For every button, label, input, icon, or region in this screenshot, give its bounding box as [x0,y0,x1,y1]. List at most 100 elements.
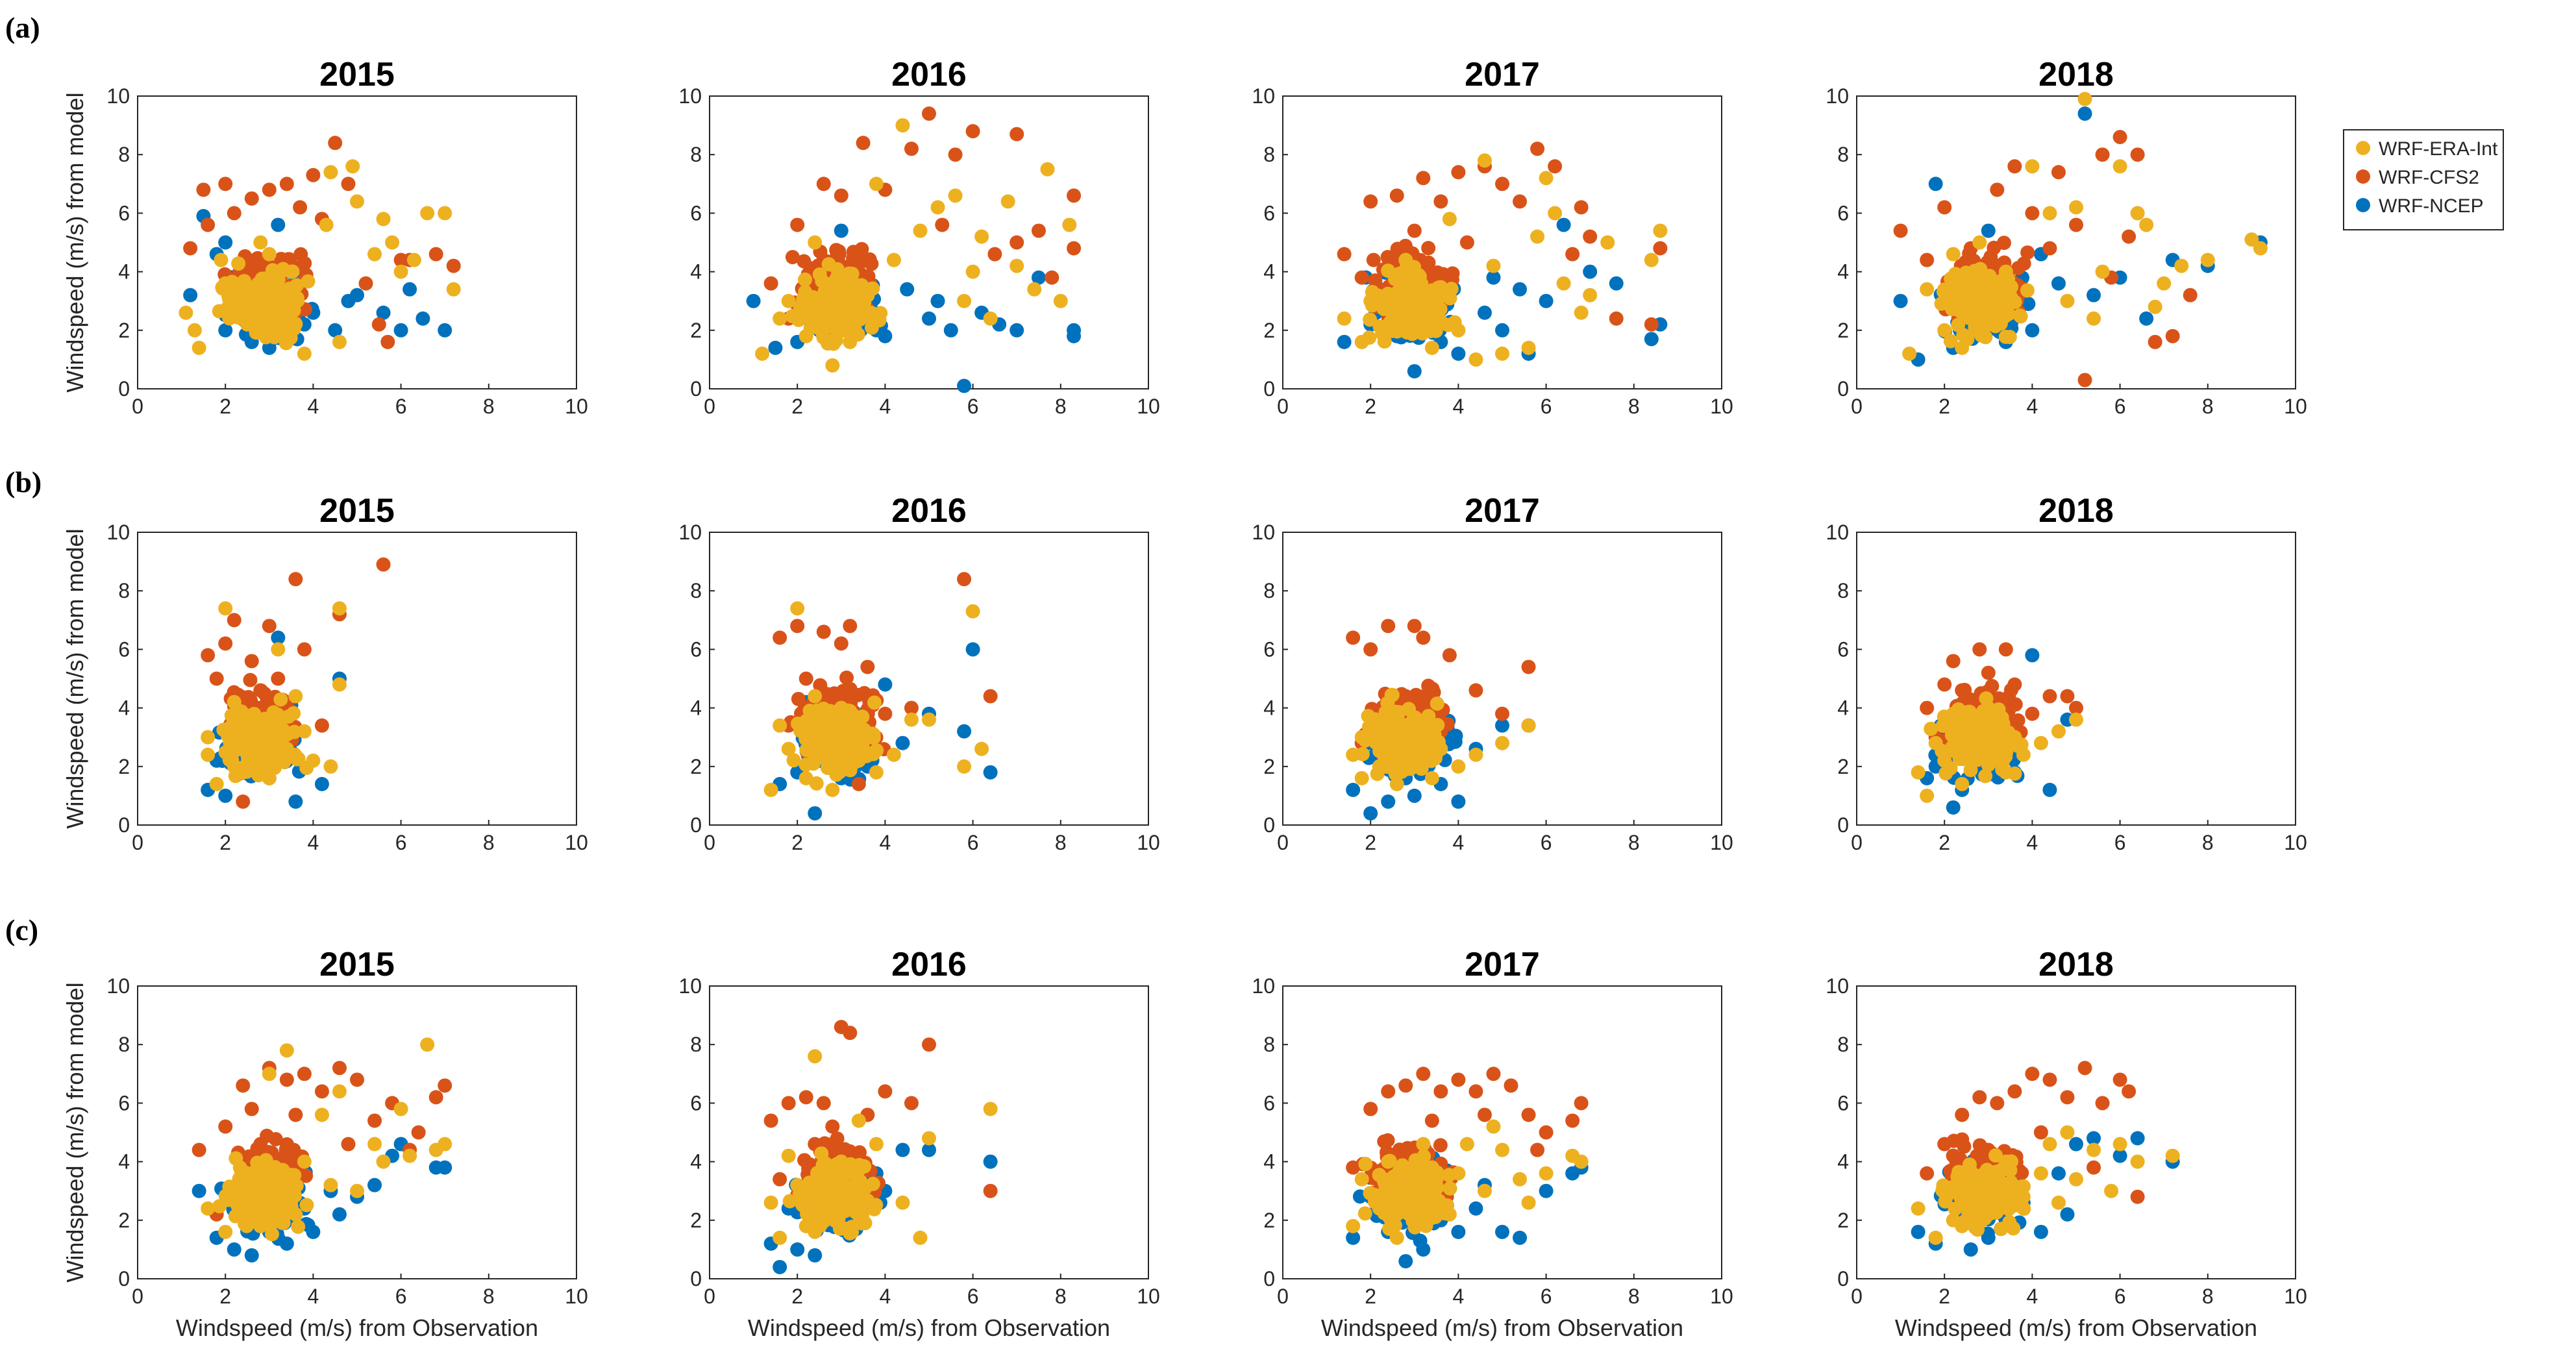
data-point [2016,748,2031,762]
data-point [377,1155,391,1169]
data-point [1416,754,1430,768]
data-point [904,142,919,156]
data-point [245,1166,259,1181]
x-tick-label: 8 [1628,831,1640,854]
data-point [825,358,839,373]
y-tick-label: 4 [118,697,130,720]
y-tick-label: 6 [1837,201,1849,225]
x-tick-label: 6 [967,831,979,854]
data-point [1513,1231,1527,1245]
data-point [291,752,306,766]
data-point [1407,789,1422,803]
data-point [904,713,919,727]
data-point [271,273,286,287]
data-point [1468,684,1483,698]
y-tick-label: 10 [678,521,702,544]
y-tick-label: 0 [1263,813,1275,837]
data-point [987,247,1002,262]
data-point [2253,241,2268,256]
x-tick-label: 10 [2284,395,2307,418]
data-point [1427,728,1441,742]
data-point [420,206,434,220]
data-point [280,742,294,756]
data-point [332,678,347,692]
data-point [895,1196,910,1210]
data-point [245,654,259,668]
data-point [372,317,386,332]
x-tick-label: 2 [1938,395,1950,418]
x-tick-label: 6 [395,1285,407,1308]
data-point [291,1220,305,1234]
y-tick-label: 6 [690,201,702,225]
data-point [948,188,963,203]
data-point [1955,777,1969,791]
data-point [210,672,224,686]
data-point [957,724,971,739]
plot-title: 2015 [319,946,395,983]
data-point [2009,697,2023,711]
y-tick-label: 4 [1837,260,1849,284]
data-point [245,1102,259,1116]
data-point [1495,347,1509,361]
data-point [385,236,399,250]
data-point [1920,789,1934,803]
data-point [1451,1225,1465,1239]
data-point [1972,642,1987,656]
data-point [447,259,461,273]
plot-title: 2016 [891,946,967,983]
data-point [1609,277,1624,291]
data-point [293,200,307,214]
data-point [1428,321,1443,335]
data-point [782,742,796,756]
data-point [1574,1096,1589,1110]
data-point [2131,147,2145,162]
plot-area [1857,96,2296,389]
data-point [1990,182,2004,197]
data-point [1530,229,1544,243]
data-point [1955,684,1969,698]
data-point [817,297,832,311]
data-point [2139,217,2153,232]
x-tick-label: 4 [2027,395,2038,418]
data-point [1999,765,2013,780]
y-tick-label: 2 [1263,755,1275,778]
data-point [1425,771,1439,785]
data-point [887,748,901,762]
y-tick-label: 6 [1837,637,1849,661]
data-point [1468,1202,1483,1216]
data-point [1380,696,1394,710]
data-point [764,1196,778,1210]
data-point [1398,1078,1413,1092]
data-point [2069,217,2083,232]
data-point [253,1219,267,1233]
data-point [1067,188,1081,203]
data-point [1363,294,1378,308]
x-tick-label: 4 [308,1285,319,1308]
data-point [1530,142,1544,156]
data-point [273,693,288,707]
x-tick-label: 10 [565,1285,588,1308]
x-tick-label: 2 [1365,1285,1376,1308]
data-point [341,1137,355,1152]
data-point [851,688,865,702]
data-point [867,695,882,709]
data-point [218,1119,232,1133]
y-tick-label: 2 [1837,319,1849,342]
x-tick-label: 8 [1055,831,1067,854]
data-point [201,648,215,662]
data-point [214,253,228,267]
x-tick-label: 10 [1710,1285,1733,1308]
data-point [1451,795,1465,809]
y-tick-label: 8 [118,143,130,166]
data-point [2069,200,2083,214]
x-tick-label: 10 [1710,831,1733,854]
data-point [1961,310,1975,325]
data-point [1924,722,1938,736]
data-point [279,336,293,350]
data-point [1920,282,1934,297]
data-point [931,200,945,214]
data-point [243,673,257,687]
data-point [852,754,866,768]
data-point [1407,364,1422,378]
data-point [895,118,910,132]
